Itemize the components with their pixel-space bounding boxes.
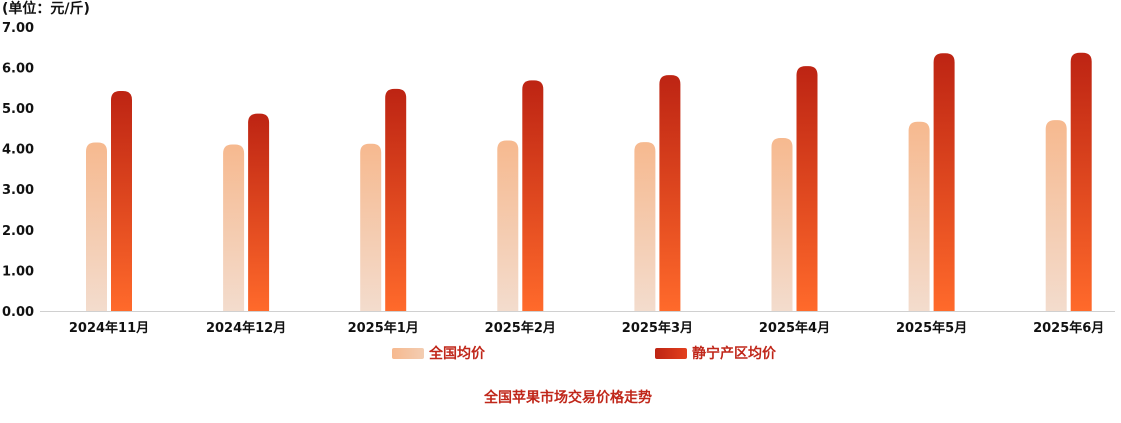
legend-swatch-national <box>392 348 424 359</box>
y-tick-label: 5.00 <box>2 102 34 117</box>
legend-item-national: 全国均价 <box>392 345 486 362</box>
bar-jingning <box>385 88 407 311</box>
bar-national <box>497 140 519 311</box>
bar-national <box>634 142 656 311</box>
y-tick-label: 4.00 <box>2 143 34 158</box>
x-category-label: 2025年1月 <box>348 320 419 336</box>
bar-jingning <box>1070 52 1092 312</box>
legend-label-jingning: 静宁产区均价 <box>692 345 777 362</box>
bar-national <box>1045 120 1067 312</box>
y-tick-label: 1.00 <box>2 264 34 279</box>
bar-jingning <box>659 75 681 311</box>
x-category-label: 2024年12月 <box>206 320 286 336</box>
bar-national <box>360 143 382 311</box>
bar-marks <box>86 52 1092 312</box>
x-category-label: 2025年6月 <box>1033 320 1104 336</box>
bar-jingning <box>248 113 270 312</box>
y-tick-label: 2.00 <box>2 224 34 239</box>
bar-national <box>771 138 793 311</box>
x-axis-category-labels: 2024年11月 2024年12月 2025年1月 2025年2月 2025年3月 202… <box>69 320 1104 336</box>
bar-jingning <box>933 53 955 311</box>
bar-jingning <box>796 66 818 311</box>
legend-label-national: 全国均价 <box>428 345 486 362</box>
y-tick-label: 7.00 <box>2 21 34 36</box>
x-category-label: 2025年5月 <box>896 320 967 336</box>
y-axis-unit-label: (单位：元/斤) <box>2 0 90 17</box>
x-category-label: 2024年11月 <box>69 320 149 336</box>
legend-swatch-jingning <box>655 348 687 359</box>
bar-national <box>86 142 107 311</box>
x-category-label: 2025年3月 <box>622 320 693 336</box>
bar-jingning <box>111 90 132 311</box>
y-tick-label: 0.00 <box>2 305 34 320</box>
chart-title: 全国苹果市场交易价格走势 <box>483 389 652 406</box>
y-axis-ticks: 0.00 1.00 2.00 3.00 4.00 5.00 6.00 7.00 <box>2 21 34 320</box>
y-tick-label: 6.00 <box>2 61 34 76</box>
y-tick-label: 3.00 <box>2 183 34 198</box>
x-category-label: 2025年4月 <box>759 320 830 336</box>
legend-item-jingning: 静宁产区均价 <box>655 345 777 362</box>
x-category-label: 2025年2月 <box>485 320 556 336</box>
bar-national <box>908 121 930 311</box>
bar-national <box>223 144 245 311</box>
legend: 全国均价 静宁产区均价 <box>392 345 777 362</box>
bar-jingning <box>522 80 544 311</box>
